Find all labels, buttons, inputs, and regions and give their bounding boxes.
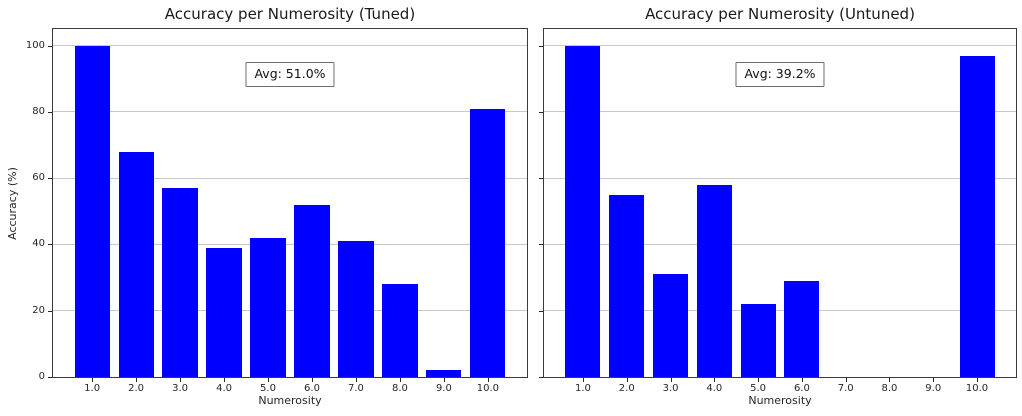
x-tick-label: 10.0 [476, 383, 499, 394]
x-tick-label: 6.0 [793, 383, 810, 394]
x-tick-label: 9.0 [435, 383, 452, 394]
bar [740, 304, 776, 377]
bar [294, 204, 330, 377]
y-tick-label: 60 [32, 172, 45, 184]
bar [959, 55, 995, 377]
y-tick [48, 178, 52, 180]
x-tick-label: 5.0 [750, 383, 767, 394]
x-tick [889, 378, 891, 382]
x-tick [443, 378, 445, 382]
plot-title: Accuracy per Numerosity (Untuned) [645, 5, 915, 23]
bar [653, 274, 689, 377]
y-tick [48, 377, 52, 378]
y-tick [539, 45, 543, 47]
x-tick [670, 378, 672, 382]
gridline [53, 243, 527, 245]
y-tick-label: 40 [32, 238, 45, 250]
x-tick-label: 2.0 [128, 383, 145, 394]
x-tick-label: 7.0 [348, 383, 364, 394]
plot-area: Avg: 51.0% [52, 28, 528, 378]
x-tick [92, 378, 94, 382]
x-tick [582, 378, 584, 382]
x-tick [758, 378, 760, 382]
y-axis-label: Accuracy (%) [4, 28, 20, 378]
gridline [53, 177, 527, 179]
bar [250, 237, 286, 377]
bar [784, 280, 820, 377]
x-axis-label: Numerosity [748, 394, 812, 407]
bar [338, 241, 374, 377]
gridline [53, 45, 527, 47]
x-tick [180, 378, 182, 382]
x-tick-label: 3.0 [662, 383, 679, 394]
gridline [53, 111, 527, 113]
x-tick [224, 378, 226, 382]
x-tick [487, 378, 489, 382]
x-tick [355, 378, 357, 382]
annotation-box: Avg: 51.0% [245, 62, 335, 88]
bar [565, 45, 601, 377]
x-tick [626, 378, 628, 382]
plot-title: Accuracy per Numerosity (Tuned) [164, 5, 416, 23]
y-tick [539, 178, 543, 180]
x-tick [801, 378, 803, 382]
x-tick [714, 378, 716, 382]
x-tick-label: 4.0 [216, 383, 232, 394]
y-tick [539, 111, 543, 113]
x-tick-label: 3.0 [172, 383, 189, 394]
x-tick-label: 8.0 [881, 383, 898, 394]
y-tick-label: 0 [38, 371, 45, 382]
x-tick-label: 1.0 [575, 383, 591, 394]
x-tick-label: 6.0 [304, 383, 320, 394]
x-tick-label: 2.0 [618, 383, 635, 394]
y-tick-label: 20 [32, 304, 45, 316]
x-tick-label: 1.0 [84, 383, 101, 394]
bar [74, 45, 110, 377]
x-tick [311, 378, 313, 382]
x-tick-label: 8.0 [391, 383, 408, 394]
gridline [544, 45, 1016, 47]
x-tick [268, 378, 269, 382]
gridline [544, 243, 1016, 245]
y-tick [539, 310, 543, 312]
bar [118, 151, 154, 377]
x-tick-label: 9.0 [925, 383, 942, 394]
plot-untuned: Accuracy per Numerosity (Untuned) Avg: 3… [539, 0, 1017, 416]
y-tick [48, 111, 52, 113]
y-tick-label: 80 [32, 105, 45, 117]
y-tick [539, 377, 543, 378]
bar [382, 284, 418, 377]
gridline [53, 310, 527, 312]
y-tick [48, 310, 52, 312]
y-tick [48, 45, 52, 47]
bar [426, 370, 462, 377]
x-tick [136, 378, 138, 382]
x-tick-label: 5.0 [260, 383, 276, 394]
gridline [544, 310, 1016, 312]
bar [696, 184, 732, 377]
plot-tuned: Accuracy per Numerosity (Tuned) Accuracy… [6, 0, 528, 416]
x-tick [933, 378, 935, 382]
y-tick [48, 244, 52, 246]
annotation-box: Avg: 39.2% [735, 62, 825, 88]
y-tick [539, 244, 543, 246]
bar [470, 108, 506, 377]
x-tick [399, 378, 401, 382]
plot-area: Avg: 39.2% [543, 28, 1017, 378]
y-tick-label: 100 [25, 39, 45, 51]
x-axis-label: Numerosity [258, 394, 322, 407]
bar [206, 247, 242, 377]
bar [609, 194, 645, 377]
x-tick-label: 4.0 [706, 383, 723, 394]
bar [162, 188, 198, 377]
x-tick-label: 10.0 [965, 383, 989, 394]
x-tick [977, 378, 979, 382]
x-tick-label: 7.0 [837, 383, 854, 394]
gridline [544, 177, 1016, 179]
x-tick [845, 378, 847, 382]
gridline [544, 111, 1016, 113]
